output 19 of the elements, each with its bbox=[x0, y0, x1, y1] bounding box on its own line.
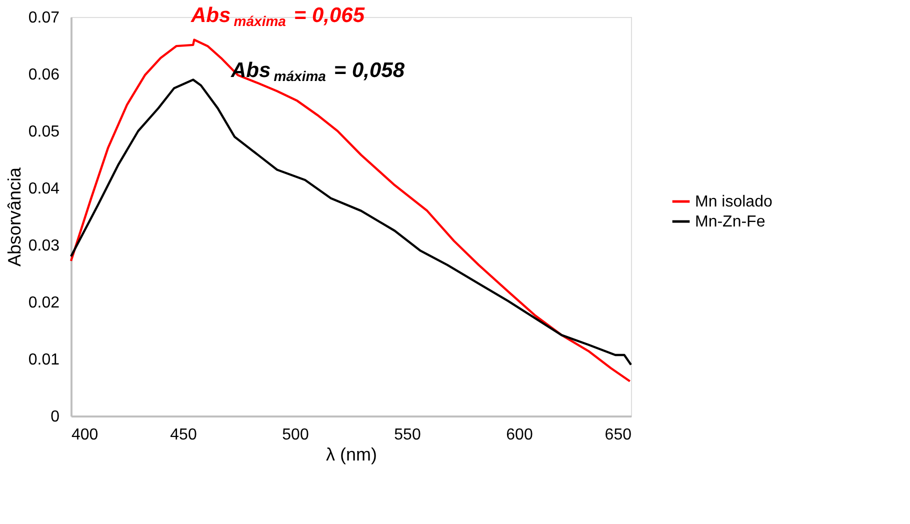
y-tick-label: 0.07 bbox=[28, 10, 60, 26]
y-tick-label: 0.04 bbox=[28, 180, 60, 198]
y-axis-title: Absorvância bbox=[4, 166, 24, 267]
y-tick-label: 0.03 bbox=[28, 238, 60, 254]
y-tick-label: 0.02 bbox=[28, 294, 60, 312]
legend-label: Mn-Zn-Fe bbox=[695, 214, 766, 230]
y-tick-label: 0.01 bbox=[28, 352, 60, 368]
x-tick-label: 650 bbox=[604, 426, 632, 444]
y-tick-label: 0.05 bbox=[28, 124, 60, 140]
x-tick-label: 450 bbox=[170, 426, 197, 444]
x-tick-label: 550 bbox=[394, 426, 421, 444]
x-tick-label: 600 bbox=[506, 426, 533, 444]
y-tick-label: 0.06 bbox=[28, 66, 60, 84]
line-series bbox=[70, 38, 631, 382]
x-tick-label: 400 bbox=[72, 426, 98, 444]
x-tick-label: 500 bbox=[282, 426, 309, 444]
legend-label: Mn isolado bbox=[695, 194, 772, 210]
y-tick-label: 0 bbox=[50, 408, 60, 426]
x-axis-title: λ (nm) bbox=[326, 444, 377, 464]
